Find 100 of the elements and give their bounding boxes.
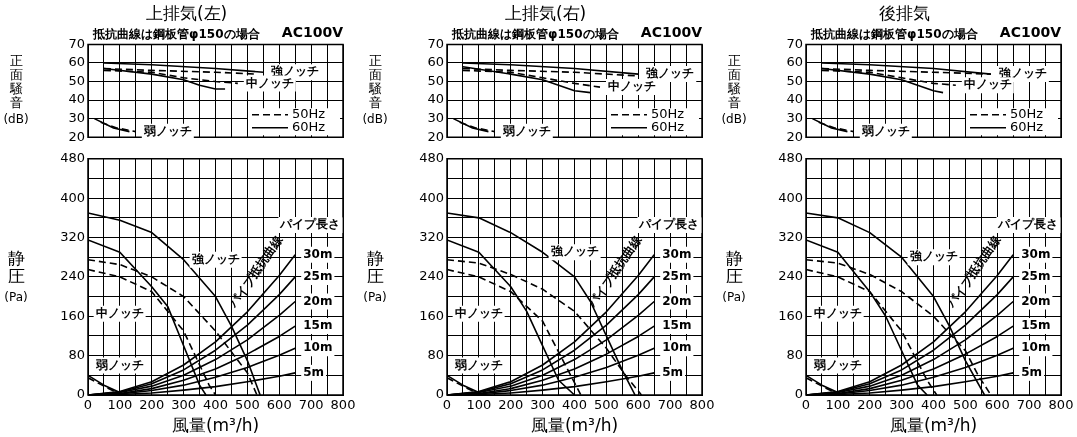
annotation: 5m: [303, 364, 325, 379]
x-tick-label: 600: [625, 397, 651, 413]
x-tick-label: 500: [593, 397, 619, 413]
x-tick-label: 200: [498, 397, 524, 413]
y-tick-label: 160: [419, 307, 444, 323]
x-tick-label: 200: [857, 397, 883, 413]
y-tick-label: 0: [794, 386, 803, 402]
y-tick-label: 30: [427, 110, 444, 126]
x-tick-label: 800: [1048, 397, 1074, 413]
annotation: 20m: [303, 293, 333, 308]
y-axis-title: 正面騒音(dB): [362, 53, 388, 126]
annotation: パイプ長さ: [997, 217, 1059, 232]
annotation: 中ノッチ: [813, 305, 862, 320]
y-tick-label: 240: [60, 268, 85, 284]
annotation: 中ノッチ: [454, 305, 503, 320]
x-tick-label: 700: [657, 397, 683, 413]
legend-label: 50Hz: [292, 106, 326, 122]
x-tick-label: 500: [952, 397, 978, 413]
legend-label: 60Hz: [1010, 119, 1044, 135]
legend-label: 50Hz: [1010, 106, 1044, 122]
annotation: 強ノッチ: [191, 251, 240, 266]
y-tick-label: 320: [778, 228, 803, 244]
x-tick-label: 400: [562, 397, 587, 413]
annotation: 強ノッチ: [550, 244, 599, 259]
annotation: 15m: [1021, 318, 1051, 333]
y-axis-title: 静圧(Pa): [722, 248, 746, 305]
annotation: 弱ノッチ: [860, 123, 910, 138]
y-tick-label: 0: [435, 386, 444, 402]
y-tick-label: 80: [786, 347, 803, 363]
annotation: 25m: [303, 269, 333, 284]
x-tick-label: 600: [266, 397, 292, 413]
y-tick-label: 70: [427, 35, 444, 51]
x-tick-label: 100: [466, 397, 492, 413]
y-tick-label: 30: [68, 110, 85, 126]
annotation: 30m: [303, 246, 333, 261]
annotation: 25m: [662, 269, 692, 284]
y-tick-label: 480: [419, 150, 444, 166]
chart-title: 上排気(右): [504, 2, 587, 23]
x-tick-label: 200: [139, 397, 165, 413]
x-tick-label: 300: [530, 397, 556, 413]
annotation: パイプ長さ: [638, 217, 700, 232]
x-tick-label: 400: [203, 397, 228, 413]
annotation: 5m: [1021, 364, 1043, 379]
text: AC100V: [999, 24, 1062, 41]
annotation: 20m: [662, 293, 692, 308]
annotation: 30m: [1021, 246, 1051, 261]
y-tick-label: 320: [419, 228, 444, 244]
y-tick-label: 240: [419, 268, 444, 284]
y-tick-label: 70: [786, 35, 803, 51]
y-tick-label: 80: [427, 347, 444, 363]
y-tick-label: 60: [68, 54, 85, 70]
y-tick-label: 400: [419, 189, 444, 205]
y-tick-label: 20: [786, 128, 803, 144]
legend-label: 50Hz: [651, 106, 685, 122]
y-tick-label: 40: [68, 91, 85, 107]
annotation: 5m: [662, 364, 684, 379]
y-tick-label: 50: [786, 72, 803, 88]
x-tick-label: 700: [1016, 397, 1042, 413]
x-tick-label: 300: [171, 397, 197, 413]
x-tick-label: 800: [689, 397, 715, 413]
y-tick-label: 400: [778, 189, 803, 205]
annotation: 中ノッチ: [608, 79, 656, 94]
x-tick-label: 500: [234, 397, 260, 413]
y-axis-title: 正面騒音(dB): [3, 53, 29, 126]
x-axis-title: 風量(m³/h): [889, 415, 978, 436]
x-axis-title: 風量(m³/h): [171, 415, 260, 436]
y-tick-label: 160: [778, 307, 803, 323]
x-tick-label: 400: [921, 397, 946, 413]
annotation: 中ノッチ: [95, 305, 144, 320]
annotation: 弱ノッチ: [453, 357, 503, 372]
text: AC100V: [281, 24, 344, 41]
y-tick-label: 30: [786, 110, 803, 126]
y-tick-label: 70: [68, 35, 85, 51]
annotation: 弱ノッチ: [142, 123, 192, 138]
annotation: 強ノッチ: [909, 249, 958, 264]
text: 抵抗曲線は鋼板管φ150の場合: [810, 26, 979, 41]
y-tick-label: 40: [786, 91, 803, 107]
chart-title: 後排気: [879, 2, 930, 23]
annotation: 15m: [303, 318, 333, 333]
y-tick-label: 400: [60, 189, 85, 205]
legend-label: 60Hz: [651, 119, 685, 135]
text: 抵抗曲線は鋼板管φ150の場合: [92, 26, 261, 41]
x-tick-label: 100: [107, 397, 133, 413]
annotation: 強ノッチ: [998, 66, 1047, 81]
legend-label: 60Hz: [292, 119, 326, 135]
x-tick-label: 700: [298, 397, 324, 413]
annotation: 10m: [303, 340, 333, 355]
x-tick-label: 600: [984, 397, 1010, 413]
y-tick-label: 80: [68, 347, 85, 363]
y-tick-label: 50: [68, 72, 85, 88]
y-axis-title: 静圧(Pa): [363, 248, 387, 305]
x-tick-label: 300: [889, 397, 915, 413]
y-tick-label: 480: [60, 150, 85, 166]
y-tick-label: 0: [76, 386, 85, 402]
y-tick-label: 20: [427, 128, 444, 144]
text: 抵抗曲線は鋼板管φ150の場合: [451, 26, 620, 41]
y-tick-label: 60: [786, 54, 803, 70]
annotation: 強ノッチ: [271, 64, 320, 79]
annotation: 10m: [662, 340, 692, 355]
annotation: 10m: [1021, 340, 1051, 355]
